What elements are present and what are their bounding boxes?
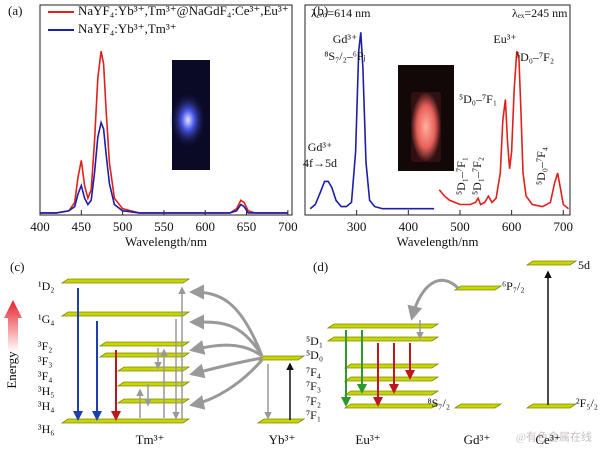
annotation: ⁸S₇/₂–⁶Pⱼ (324, 49, 366, 63)
series-line (40, 51, 288, 214)
level-label: ⁵D₀ (306, 348, 323, 362)
level-label: ³H₆ (38, 422, 54, 436)
x-tick-label: 400 (30, 219, 50, 234)
level-label: ⁷F₃ (306, 379, 321, 393)
level-label: ³F₂ (38, 339, 52, 353)
level-label: ³F₄ (38, 369, 52, 383)
x-tick-label: 300 (347, 219, 367, 234)
level-label: ³H₄ (38, 399, 54, 413)
x-tick-label: 500 (450, 219, 470, 234)
ion-label: Yb³⁺ (269, 432, 296, 447)
watermark: @有色金属在线 (516, 430, 592, 444)
transfer-arrow (407, 278, 460, 321)
panel-label: (d) (313, 259, 328, 274)
x-axis-label: Wavelength/nm (125, 234, 207, 249)
energy-level (343, 376, 440, 382)
annotation: ⁵D₁–⁷F₁ (454, 157, 468, 195)
inset-glow (411, 92, 441, 162)
energy-level (525, 260, 578, 266)
energy-level (256, 355, 306, 361)
annotation: ⁵D₀–⁷F₁ (459, 92, 497, 106)
level-label: ⁶P₇/₂ (502, 279, 525, 293)
plot-frame (39, 4, 293, 216)
series-line (438, 50, 570, 210)
x-tick-label: 400 (399, 219, 419, 234)
panel-label: (c) (10, 259, 24, 274)
level-label: ⁵D₁ (306, 334, 323, 348)
annotation: ⁵D₀–⁷F₄ (534, 147, 548, 185)
ion-label: Ce³⁺ (535, 432, 560, 447)
energy-level (326, 336, 440, 342)
annotation: 4f→5d (303, 156, 337, 170)
x-tick-label: 550 (154, 219, 174, 234)
level-label: ⁸S₇/₂ (427, 396, 450, 410)
energy-level (453, 285, 503, 291)
x-tick-label: 600 (195, 219, 215, 234)
annotation: λₑₘ=614 nm (311, 6, 371, 20)
level-label: ⁷F₄ (306, 365, 321, 379)
x-tick-label: 700 (278, 219, 298, 234)
x-tick-label: 600 (502, 219, 522, 234)
energy-level (326, 323, 440, 329)
x-tick-label: 650 (237, 219, 257, 234)
annotation: ⁵D₀–⁷F₂ (516, 50, 554, 64)
annotation: Gd³⁺ (308, 140, 333, 154)
legend-label: NaYF₄:Yb³⁺,Tm³⁺ (78, 21, 177, 36)
level-label: ³H₅ (38, 384, 54, 398)
inset-glow (170, 92, 206, 148)
annotation: ⁵D₁–⁷F₂ (470, 157, 484, 195)
ion-label: Gd³⁺ (464, 432, 491, 447)
series-line (40, 119, 288, 214)
energy-level (343, 390, 440, 396)
annotation: λₑₓ=245 nm (512, 6, 568, 20)
ion-label: Tm³⁺ (136, 432, 165, 447)
level-label: ¹G₄ (38, 312, 54, 326)
energy-level (343, 403, 440, 409)
energy-level (343, 363, 440, 369)
energy-level (525, 403, 578, 409)
energy-level (60, 278, 191, 284)
energy-level (256, 418, 306, 424)
x-tick-label: 500 (113, 219, 133, 234)
level-label: 5d (578, 258, 590, 272)
energy-label: Energy (4, 351, 19, 389)
energy-level (60, 418, 191, 424)
plot-frame (304, 4, 571, 216)
energy-arrow (4, 300, 22, 352)
ion-label: Eu³⁺ (355, 432, 380, 447)
panel-label: (a) (8, 3, 22, 18)
transfer-arrow (189, 340, 263, 358)
x-tick-label: 450 (72, 219, 92, 234)
energy-level (98, 341, 191, 347)
energy-level (116, 366, 191, 372)
transfer-arrow (189, 359, 264, 410)
energy-level (453, 403, 503, 409)
level-label: ⁷F₂ (306, 394, 321, 408)
transfer-arrow (189, 284, 264, 357)
annotation: Eu³⁺ (493, 32, 516, 46)
energy-level (116, 381, 191, 387)
level-label: ⁷F₁ (306, 408, 321, 422)
transfer-arrow (189, 314, 264, 357)
level-label: ³F₃ (38, 354, 52, 368)
panel-label: (b) (313, 3, 328, 18)
x-tick-label: 700 (554, 219, 574, 234)
annotation: Gd³⁺ (333, 32, 358, 46)
x-axis-label: Wavelength/nm (397, 234, 479, 249)
series-line (309, 32, 435, 210)
transfer-arrow (189, 356, 263, 379)
level-label: ¹D₂ (38, 279, 54, 293)
energy-level (116, 398, 191, 404)
level-label: ²F₅/₂ (576, 396, 598, 410)
legend-label: NaYF₄:Yb³⁺,Tm³⁺@NaGdF₄:Ce³⁺,Eu³⁺ (78, 3, 289, 18)
energy-level (60, 311, 191, 317)
